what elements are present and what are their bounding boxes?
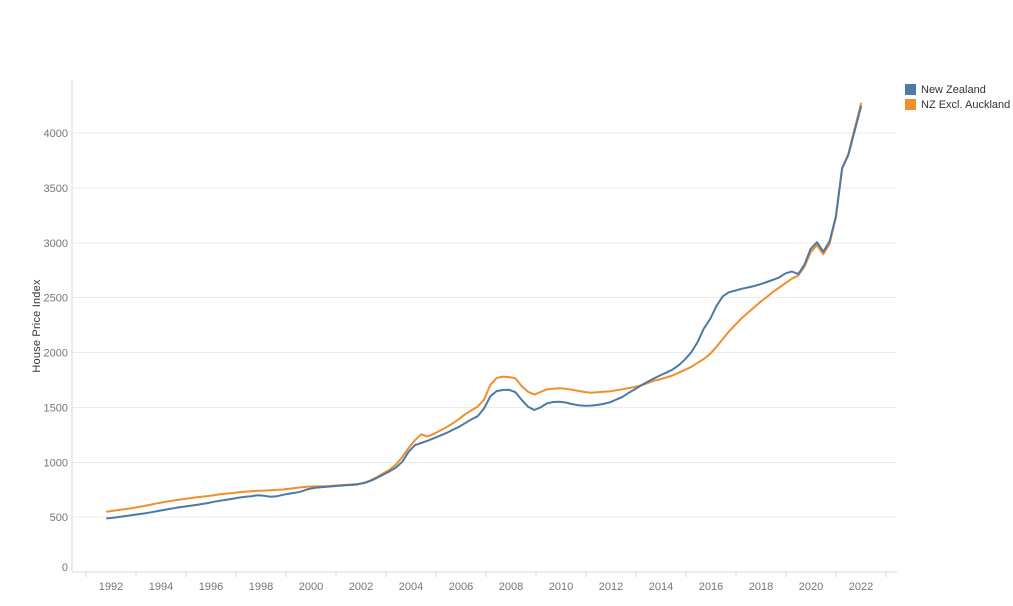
x-tick-label: 2004: [399, 581, 423, 593]
series-line-new-zealand[interactable]: [106, 105, 862, 520]
legend-label-new-zealand: New Zealand: [921, 83, 986, 96]
legend-swatch-new-zealand: [905, 84, 916, 95]
x-tick-label: 1994: [149, 581, 173, 593]
y-tick-label: 2500: [44, 293, 68, 305]
x-tick-label: 2000: [299, 581, 323, 593]
x-tick-label: 2012: [599, 581, 623, 593]
x-tick-label: 1998: [249, 581, 273, 593]
x-tick-label: 1992: [99, 581, 123, 593]
legend-label-nz-excl-auckland: NZ Excl. Auckland: [921, 98, 1011, 111]
x-tick-label: 2016: [699, 581, 723, 593]
legend-swatch-nz-excl-auckland: [905, 99, 916, 110]
legend-item-nz-excl-auckland[interactable]: NZ Excl. Auckland: [905, 97, 1011, 112]
y-tick-label: 500: [50, 512, 68, 524]
y-tick-label: 4000: [44, 128, 68, 140]
y-tick-label: 1500: [44, 402, 68, 414]
y-axis-title: House Price Index: [31, 279, 43, 373]
x-tick-label: 2014: [649, 581, 673, 593]
x-tick-label: 2022: [849, 581, 873, 593]
x-tick-label: 2018: [749, 581, 773, 593]
y-tick-label: 3000: [44, 238, 68, 250]
y-tick-label: 1000: [44, 457, 68, 469]
x-tick-label: 2020: [799, 581, 823, 593]
x-tick-label: 1996: [199, 581, 223, 593]
x-tick-label: 2006: [449, 581, 473, 593]
y-tick-label: 0: [62, 562, 68, 574]
legend: New Zealand NZ Excl. Auckland: [905, 82, 1011, 112]
series-line-nz-excl-auckland[interactable]: [106, 102, 862, 513]
x-tick-label: 2008: [499, 581, 523, 593]
y-tick-label: 2000: [44, 348, 68, 360]
legend-item-new-zealand[interactable]: New Zealand: [905, 82, 1011, 97]
x-tick-label: 2002: [349, 581, 373, 593]
y-tick-label: 3500: [44, 183, 68, 195]
x-tick-label: 2010: [549, 581, 573, 593]
